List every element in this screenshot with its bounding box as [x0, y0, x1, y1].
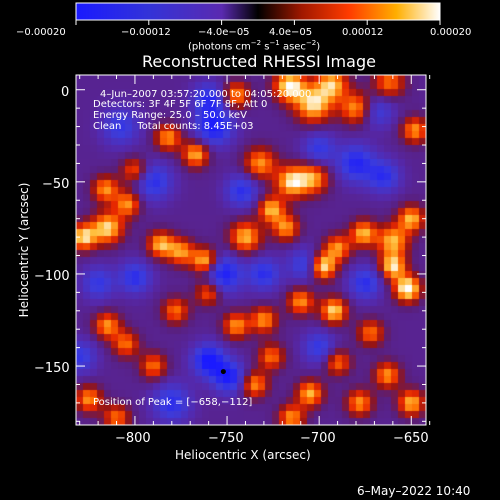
y-axis-label: Heliocentric Y (arcsec)	[17, 182, 31, 318]
info-detectors: Detectors: 3F 4F 5F 6F 7F 8F, Att 0	[93, 99, 268, 110]
colorbar-tick-label: −0.00012	[121, 27, 171, 38]
y-tick-label: −150	[34, 361, 70, 376]
footer-timestamp: 6–May–2022 10:40	[357, 484, 471, 498]
colorbar-fill	[75, 2, 441, 21]
y-tick-label: −100	[34, 269, 70, 284]
y-tick-label: −50	[42, 177, 70, 192]
x-tick-label: −800	[115, 431, 151, 446]
y-tick-label: 0	[61, 85, 70, 100]
colorbar-tick-label: −4.0e−05	[198, 27, 250, 38]
colorbar-unit: (photons cm−2 s−1 asec−2)	[188, 39, 321, 53]
chart-title: Reconstructed RHESSI Image	[142, 52, 376, 71]
colorbar-tick-label: 0.00012	[342, 27, 384, 38]
colorbar-tick-label: 0.00020	[430, 27, 472, 38]
peak-position-label: Position of Peak = [−658,−112]	[93, 397, 253, 408]
colorbar-ticks	[75, 20, 441, 25]
info-energy: Energy Range: 25.0 – 50.0 keV	[93, 110, 247, 121]
colorbar-tick-label: 4.0e−05	[269, 27, 313, 38]
colorbar	[75, 2, 441, 25]
info-clean: Clean Total counts: 8.45E+03	[93, 121, 254, 132]
x-tick-label: −750	[208, 431, 244, 446]
x-tick-label: −700	[300, 431, 336, 446]
colorbar-tick-label: −0.00020	[16, 27, 66, 38]
info-time: 4–Jun–2007 03:57:20.000 to 04:05:20.000	[100, 89, 312, 100]
x-tick-label: −650	[393, 431, 429, 446]
x-axis-label: Heliocentric X (arcsec)	[175, 448, 311, 462]
